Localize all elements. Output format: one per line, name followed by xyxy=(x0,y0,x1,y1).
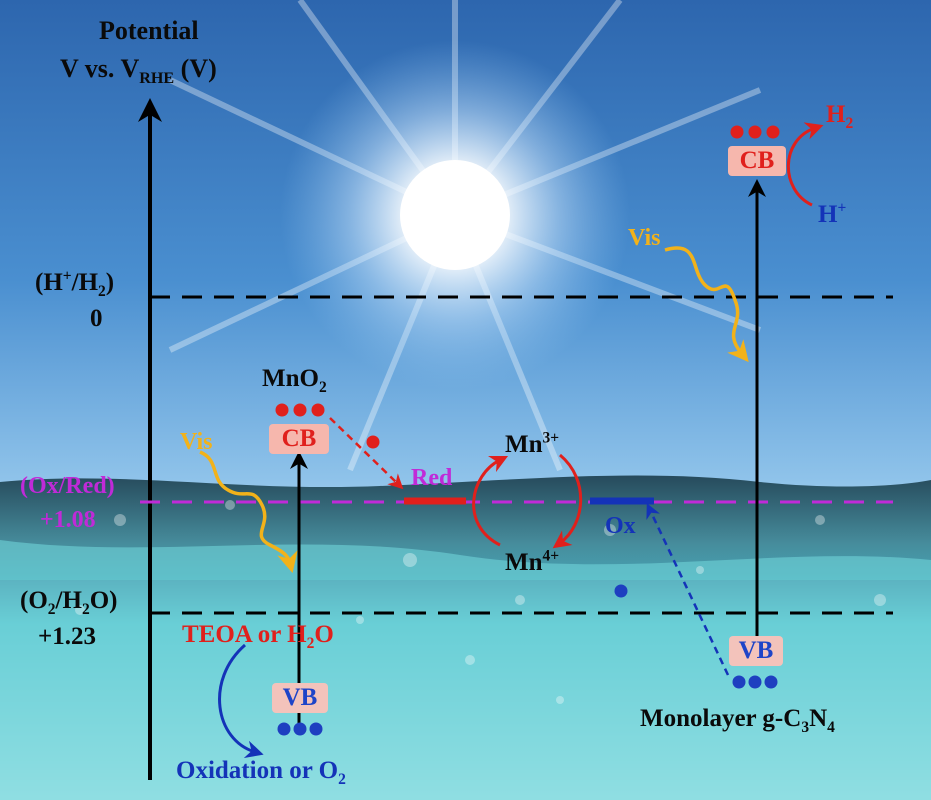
gc3n4-h2-label: H2 xyxy=(826,101,853,131)
level-h2-value: 0 xyxy=(90,305,103,332)
red-level-label: Red xyxy=(411,465,453,491)
level-o2-sub2: 2 xyxy=(81,601,90,618)
level-h2-pre: (H xyxy=(35,269,63,296)
gc3n4-hplus-sup: + xyxy=(837,199,847,217)
mno2-donor-post: O xyxy=(314,621,334,648)
axis-title-prefix: V vs. V xyxy=(60,54,140,83)
gc3n4-cb-box: CB xyxy=(728,146,786,176)
axis-title-subscript: RHE xyxy=(139,70,175,88)
mno2-donor-sub: 2 xyxy=(306,635,315,652)
mno2-product-sub: 2 xyxy=(338,771,346,788)
gc3n4-vb-box: VB xyxy=(729,636,783,666)
level-h2-sup: + xyxy=(62,267,72,285)
gc3n4-h2-sub: 2 xyxy=(845,115,854,132)
vis-right-label: Vis xyxy=(628,225,661,251)
axis-title-line1: Potential xyxy=(99,16,199,45)
mno2-donor-label: TEOA or H2O xyxy=(182,621,334,651)
gc3n4-h2-pre: H xyxy=(826,101,846,128)
level-h2-label: (H+/H2) xyxy=(35,267,115,299)
mno2-donor-pre: TEOA or H xyxy=(182,621,307,648)
mn4-label: Mn4+ xyxy=(505,547,560,576)
mno2-product-label: Oxidation or O2 xyxy=(176,757,346,787)
level-oxred-label: (Ox/Red) xyxy=(20,473,115,499)
level-o2-pre: (O xyxy=(20,587,48,614)
mno2-vb-box: VB xyxy=(272,683,328,713)
level-h2-sub: 2 xyxy=(98,283,106,300)
gc3n4-name-label: Monolayer g-C3N4 xyxy=(640,705,835,735)
level-o2-sub1: 2 xyxy=(47,601,56,618)
mno2-label-pre: MnO xyxy=(262,365,319,392)
level-o2-label: (O2/H2O) xyxy=(20,587,118,617)
vis-left-label: Vis xyxy=(180,429,213,455)
mn4-text: Mn xyxy=(505,549,543,576)
mn3-label: Mn3+ xyxy=(505,429,560,458)
level-o2-post: O) xyxy=(89,587,118,614)
mno2-label-sub: 2 xyxy=(318,379,327,396)
mno2-cb-box: CB xyxy=(269,424,329,454)
level-h2-post: ) xyxy=(105,269,115,296)
axis-title-line2: V vs. VRHE (V) xyxy=(60,54,217,87)
level-o2-mid: /H xyxy=(55,587,82,614)
gc3n4-hplus-pre: H xyxy=(818,201,838,228)
gc3n4-name-mid: N xyxy=(809,705,828,732)
mno2-label: MnO2 xyxy=(262,365,327,395)
axis-title-suffix: (V) xyxy=(174,54,217,83)
gc3n4-name-sub2: 4 xyxy=(827,719,835,736)
mno2-product-pre: Oxidation or O xyxy=(176,757,339,784)
mn3-text: Mn xyxy=(505,431,543,458)
level-oxred-value: +1.08 xyxy=(40,507,96,533)
mn4-sup: 4+ xyxy=(542,547,560,565)
mn3-sup: 3+ xyxy=(542,429,560,447)
level-h2-mid: /H xyxy=(71,269,99,296)
level-o2-value: +1.23 xyxy=(38,623,96,650)
gc3n4-name-pre: Monolayer g-C xyxy=(640,705,802,732)
gc3n4-hplus-label: H+ xyxy=(818,199,847,228)
gc3n4-name-sub1: 3 xyxy=(801,719,810,736)
ox-level-label: Ox xyxy=(605,513,636,539)
